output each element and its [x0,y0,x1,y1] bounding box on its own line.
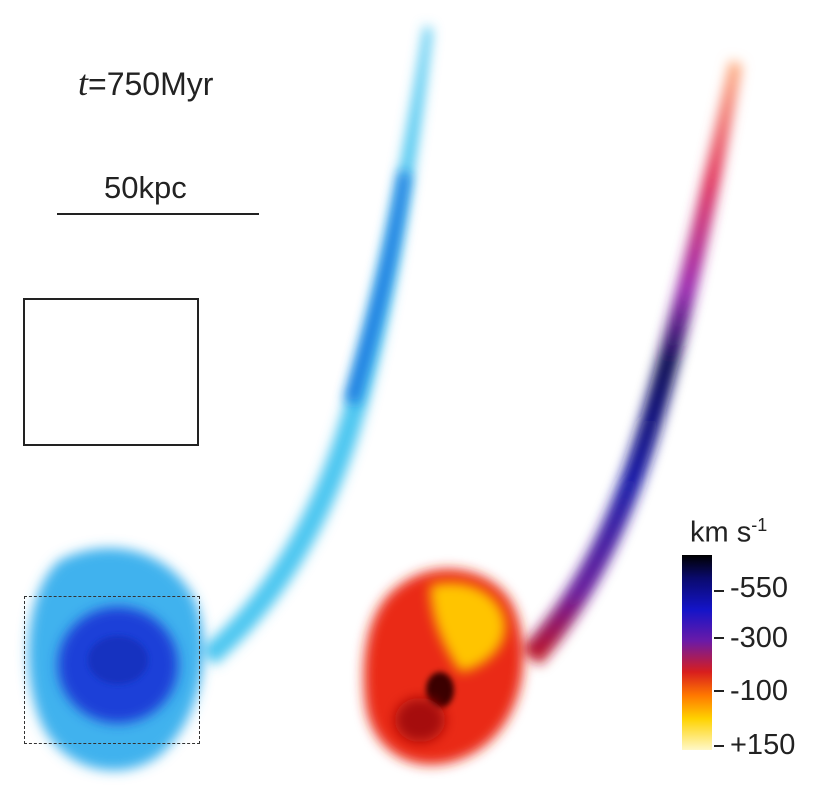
colorbar-tick [714,745,724,747]
colorbar-tick [714,637,724,639]
density-tidal-tail [200,25,432,665]
colorbar-unit: km s-1 [690,515,768,549]
colorbar-tick-label: +150 [730,729,796,761]
velocity-tidal-tail [520,60,742,665]
inset-frame [23,298,199,446]
colorbar-tick-label: -300 [730,622,789,654]
colorbar-tick [714,690,724,692]
scale-bar [57,213,259,215]
colorbar-tick-label: -550 [730,572,789,604]
density-disk-center [88,636,148,684]
velocity-map [363,60,742,765]
velocity-core [426,672,454,708]
zoom-region-box [24,596,200,744]
density-tail-dense [345,170,410,405]
time-label: t=750Myr [78,63,214,103]
velocity-approaching-region [430,582,506,672]
colorbar-tick [714,590,724,592]
density-map [28,25,432,771]
scale-bar-label: 50kpc [104,170,187,205]
colorbar [682,555,712,750]
velocity-center-dark [395,698,445,742]
colorbar-tick-label: -100 [730,675,789,707]
